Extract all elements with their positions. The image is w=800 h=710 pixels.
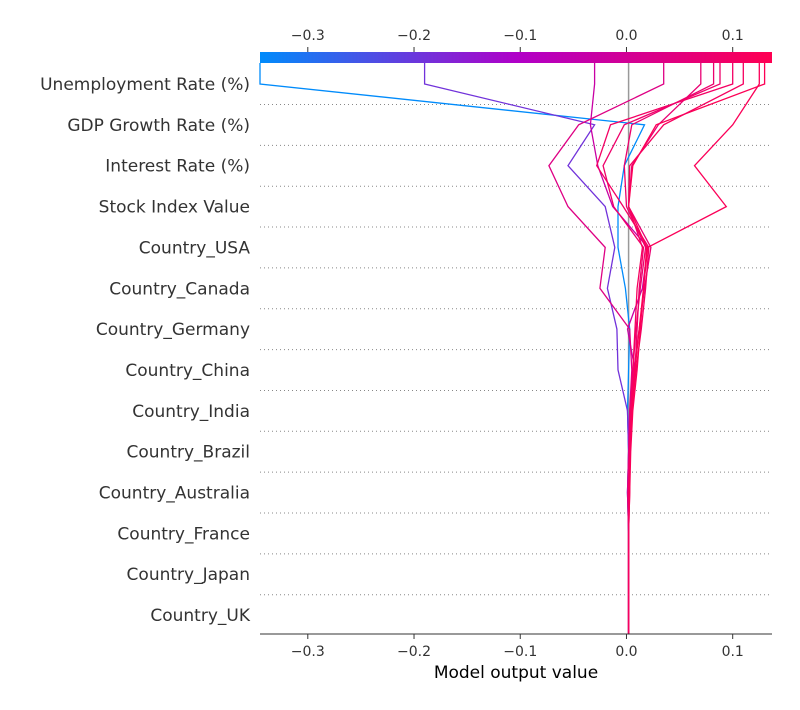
top-axis: −0.3 −0.2 −0.1 0.0 0.1 xyxy=(291,28,744,52)
decision-line-8 xyxy=(627,63,760,634)
top-tick-label: −0.2 xyxy=(397,28,431,44)
decision-line-11 xyxy=(627,63,744,634)
feature-labels: Unemployment Rate (%) GDP Growth Rate (%)… xyxy=(40,75,251,626)
feature-label: Country_India xyxy=(132,402,250,422)
feature-label: Country_China xyxy=(125,361,250,381)
feature-label: Unemployment Rate (%) xyxy=(40,75,250,95)
colorbar xyxy=(260,52,772,63)
bottom-tick-label: −0.3 xyxy=(291,644,325,660)
feature-label: Interest Rate (%) xyxy=(105,157,250,177)
decision-line-9 xyxy=(627,63,766,634)
bottom-tick-label: −0.2 xyxy=(397,644,431,660)
bottom-axis: −0.3 −0.2 −0.1 0.0 0.1 xyxy=(260,633,772,660)
feature-label: Country_Australia xyxy=(99,484,250,504)
feature-label: Stock Index Value xyxy=(99,198,250,218)
decision-line-2 xyxy=(423,63,630,634)
feature-label: Country_Brazil xyxy=(127,443,250,463)
feature-label: Country_France xyxy=(117,524,250,544)
feature-label: Country_UK xyxy=(150,606,250,626)
row-separators xyxy=(260,104,772,596)
decision-lines xyxy=(259,63,766,634)
feature-label: Country_Japan xyxy=(127,565,250,585)
bottom-tick-label: 0.1 xyxy=(722,644,744,660)
top-tick-label: 0.0 xyxy=(615,28,637,44)
feature-label: Country_Canada xyxy=(109,279,250,299)
feature-label: GDP Growth Rate (%) xyxy=(67,116,250,136)
feature-label: Country_Germany xyxy=(96,320,250,340)
top-tick-label: 0.1 xyxy=(722,28,744,44)
x-axis-title: Model output value xyxy=(434,663,598,683)
bottom-tick-label: −0.1 xyxy=(503,644,537,660)
top-tick-label: −0.1 xyxy=(503,28,537,44)
feature-label: Country_USA xyxy=(139,238,251,258)
decision-line-6 xyxy=(602,63,721,634)
decision-line-4 xyxy=(548,63,665,634)
decision-line-1 xyxy=(259,63,646,634)
bottom-tick-label: 0.0 xyxy=(615,644,637,660)
top-tick-label: −0.3 xyxy=(291,28,325,44)
